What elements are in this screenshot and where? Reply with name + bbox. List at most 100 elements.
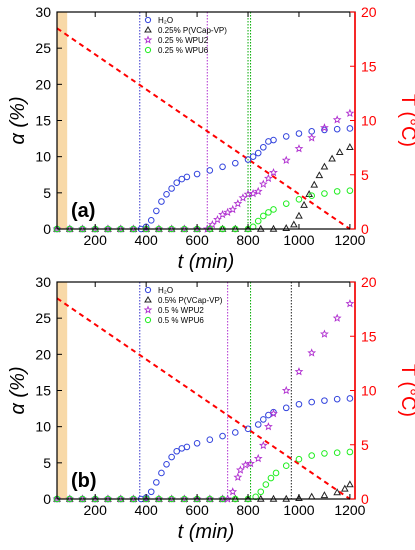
data-point [282, 404, 290, 412]
data-point [153, 207, 160, 215]
legend-marker [143, 305, 153, 314]
data-point [321, 397, 328, 404]
y-tick-label: 10 [35, 149, 51, 165]
data-point [249, 223, 257, 231]
legend-label: 0.5% P(VCap-VP) [158, 296, 223, 305]
data-point [213, 214, 222, 224]
data-point [168, 453, 175, 461]
data-point [254, 149, 262, 157]
data-point [310, 180, 319, 188]
data-point [193, 440, 201, 447]
data-point [253, 453, 263, 463]
data-point [345, 299, 355, 308]
data-point [265, 209, 272, 216]
data-point [244, 425, 252, 433]
data-point [320, 123, 329, 132]
data-point [346, 143, 354, 150]
x-tick-label: 800 [236, 502, 260, 518]
y2-tick-label: 5 [361, 437, 369, 453]
legend-marker [144, 296, 152, 303]
data-point [295, 455, 303, 463]
data-point [246, 458, 255, 468]
data-point [183, 443, 191, 451]
y2-tick-label: 0 [361, 221, 369, 237]
x-tick-label: 400 [134, 502, 158, 518]
data-point [254, 421, 262, 428]
data-point [295, 196, 303, 203]
data-point [333, 449, 341, 457]
data-point [262, 481, 270, 488]
data-point [219, 163, 226, 171]
y-tick-label: 5 [43, 455, 51, 471]
data-point [231, 159, 239, 167]
data-point [270, 136, 277, 144]
data-point [308, 192, 316, 200]
data-point [328, 154, 336, 162]
data-point [300, 200, 308, 208]
data-point [260, 212, 267, 220]
data-point [321, 450, 328, 457]
data-point [233, 472, 243, 482]
data-point [223, 207, 233, 217]
series-3 [53, 187, 354, 233]
data-point [228, 487, 238, 496]
x-axis-title: t (min) [178, 251, 235, 273]
data-point [173, 447, 181, 455]
series-1 [53, 480, 354, 502]
y-tick-label: 20 [35, 76, 51, 92]
data-point [333, 395, 341, 403]
data-point [308, 398, 316, 406]
data-point [345, 108, 355, 117]
data-point [183, 173, 191, 181]
data-point [272, 469, 280, 477]
data-point [281, 385, 291, 395]
data-point [257, 488, 265, 496]
x-tick-label: 600 [185, 232, 209, 248]
panel-a: 200 400 600 800 1000 120005101520253005101520… [7, 4, 415, 273]
x-tick-label: 400 [134, 232, 158, 248]
legend-marker [144, 46, 152, 54]
x-tick-label: 600 [185, 502, 209, 518]
y-tick-label: 10 [35, 419, 51, 435]
data-point [295, 130, 303, 137]
plot-frame [56, 281, 356, 500]
data-point [163, 190, 170, 198]
legend-label: 0.5 % WPU2 [158, 306, 204, 315]
series-0 [53, 395, 354, 503]
series-3 [53, 448, 354, 503]
y-tick-label: 0 [43, 491, 51, 507]
data-point [253, 186, 263, 196]
data-point [321, 190, 328, 197]
data-point [163, 460, 170, 468]
data-point [282, 133, 290, 140]
data-point [258, 440, 268, 450]
data-point [219, 432, 226, 440]
y2-tick-label: 15 [361, 58, 377, 74]
data-point [168, 185, 175, 192]
data-point [307, 348, 317, 357]
data-point [244, 156, 252, 163]
data-point [332, 115, 342, 124]
data-point [320, 329, 329, 338]
shaded-region [57, 282, 68, 499]
data-point [321, 126, 328, 134]
data-point [254, 217, 262, 225]
data-point [320, 162, 329, 170]
data-point [269, 409, 278, 418]
series-2 [52, 299, 355, 503]
legend-marker [144, 26, 152, 33]
shaded-region [57, 12, 68, 229]
data-point [320, 491, 329, 499]
y-tick-label: 20 [35, 346, 51, 362]
y2-tick-label: 10 [361, 113, 377, 129]
x-axis-title: t (min) [178, 521, 235, 543]
data-point [282, 224, 291, 231]
y2-axis-title: T (°C) [397, 364, 415, 417]
y2-axis-title: T (°C) [397, 94, 415, 147]
y-tick-label: 15 [35, 113, 51, 129]
data-point [282, 200, 290, 207]
data-point [258, 179, 268, 188]
panel-b: 200 400 600 800 1000 120005101520253005101520… [7, 274, 415, 543]
data-point [207, 220, 217, 229]
data-point [264, 173, 273, 183]
